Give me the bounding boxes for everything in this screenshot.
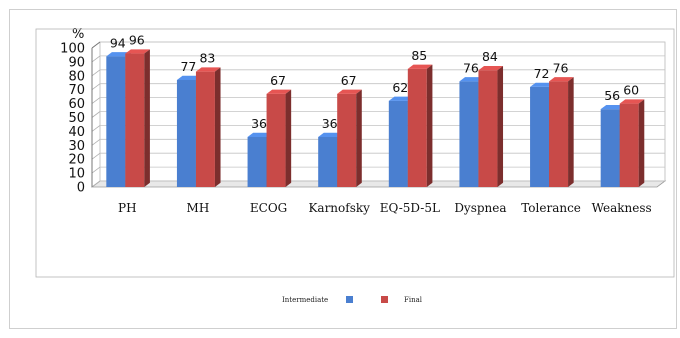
- data-label: 96: [129, 33, 145, 48]
- bar-top: [247, 132, 273, 137]
- x-category-label: Karnofsky: [308, 201, 370, 215]
- plot-area-border: [35, 28, 675, 278]
- gridline-depth: [91, 55, 101, 63]
- legend-swatch: [381, 296, 388, 303]
- bar-top: [125, 49, 150, 54]
- bar-side: [497, 66, 504, 187]
- y-tick-label: 50: [68, 111, 85, 126]
- bar-top: [478, 66, 504, 71]
- gridline-depth: [91, 125, 101, 132]
- data-label: 60: [623, 83, 639, 98]
- data-label: 67: [270, 73, 286, 88]
- x-category-label: PH: [118, 201, 137, 215]
- bar-top: [530, 82, 555, 87]
- chart-frame: [9, 9, 677, 329]
- data-label: 94: [110, 35, 126, 50]
- data-label: 36: [251, 116, 267, 131]
- bar: [266, 93, 286, 187]
- data-label: 36: [322, 116, 338, 131]
- bar: [530, 86, 550, 187]
- bar-side: [214, 67, 221, 187]
- bar: [549, 81, 569, 187]
- y-tick-label: 90: [68, 55, 85, 70]
- data-label: 56: [604, 88, 620, 103]
- gridline-depth: [91, 152, 101, 160]
- y-tick-label: 30: [68, 139, 85, 154]
- y-tick-label: 10: [68, 167, 85, 182]
- bar-side: [144, 49, 150, 187]
- legend-label: Intermediate: [282, 296, 328, 304]
- x-category-label: MH: [187, 201, 210, 215]
- gridline-depth: [91, 166, 101, 174]
- gridline-depth: [91, 111, 101, 118]
- data-label: 76: [463, 60, 479, 75]
- y-tick-label: 100: [60, 42, 85, 57]
- data-label: 67: [341, 73, 357, 88]
- bar-side: [638, 99, 645, 187]
- bar-top: [318, 132, 343, 137]
- bar: [247, 136, 267, 187]
- bar-side: [285, 89, 292, 187]
- bar: [176, 79, 196, 187]
- bar-top: [388, 96, 414, 101]
- bar: [459, 81, 479, 187]
- data-label: 84: [482, 49, 498, 64]
- bar-side: [568, 77, 574, 187]
- bar-top: [176, 75, 202, 80]
- data-label: 83: [199, 51, 215, 66]
- bar: [318, 136, 338, 187]
- gridline-depth: [91, 180, 101, 188]
- y-axis-unit-label: %: [72, 27, 84, 42]
- y-tick-label: 60: [68, 97, 85, 112]
- bar: [337, 93, 357, 187]
- bar: [106, 56, 126, 188]
- y-tick-label: 80: [68, 69, 85, 84]
- legend-label: Final: [404, 296, 423, 304]
- bar: [619, 103, 639, 187]
- bar-top: [459, 77, 485, 82]
- data-label: 85: [411, 48, 427, 63]
- bar-side: [356, 89, 362, 187]
- bar-top: [106, 52, 131, 57]
- data-label: 62: [392, 80, 408, 95]
- data-label: 77: [180, 59, 196, 74]
- y-tick-label: 70: [68, 83, 85, 98]
- x-category-label: Tolerance: [521, 201, 581, 215]
- y-tick-label: 0: [77, 181, 85, 196]
- y-tick-label: 40: [68, 125, 85, 140]
- bar: [388, 100, 408, 187]
- bar: [195, 71, 215, 187]
- legend-swatch: [346, 296, 353, 303]
- data-label: 72: [534, 66, 550, 81]
- bar-top: [619, 99, 645, 104]
- gridline-depth: [91, 138, 101, 146]
- x-category-label: Weakness: [592, 201, 652, 215]
- bar: [125, 53, 145, 188]
- bar: [478, 70, 498, 187]
- data-label: 76: [553, 60, 569, 75]
- bar-top: [337, 89, 362, 94]
- x-category-label: Dyspnea: [454, 201, 506, 215]
- gridline-depth: [91, 83, 101, 91]
- x-category-label: ECOG: [250, 201, 287, 215]
- bar-top: [195, 67, 221, 72]
- gridline-depth: [91, 97, 101, 104]
- gridline-depth: [91, 69, 101, 77]
- bar: [600, 109, 620, 187]
- bar-side: [426, 64, 433, 187]
- x-category-label: EQ-5D-5L: [380, 201, 440, 215]
- bar-top: [600, 104, 626, 110]
- bar-top: [407, 64, 433, 69]
- y-tick-label: 20: [68, 153, 85, 168]
- bar-top: [266, 89, 292, 94]
- y-axis-top: [91, 41, 101, 49]
- bar: [407, 68, 427, 187]
- bar-top: [549, 77, 574, 82]
